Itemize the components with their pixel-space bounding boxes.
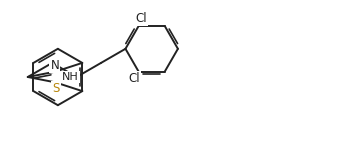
Text: N: N	[50, 59, 59, 73]
Text: Cl: Cl	[129, 72, 140, 85]
Text: NH: NH	[62, 72, 79, 82]
Text: S: S	[52, 81, 60, 95]
Text: Cl: Cl	[135, 12, 147, 25]
